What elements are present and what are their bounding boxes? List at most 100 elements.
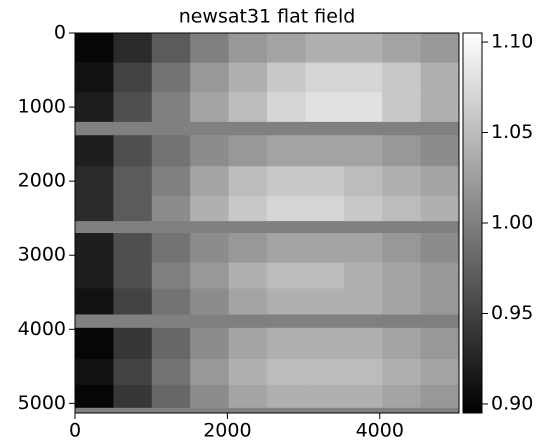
pixel <box>420 121 460 136</box>
y-tick-label: 3000 <box>18 244 66 266</box>
y-tick-label: 2000 <box>18 170 66 192</box>
pixel <box>151 33 191 64</box>
pixel <box>420 166 460 197</box>
plot-frame <box>74 32 460 414</box>
pixel <box>151 233 191 264</box>
pixel <box>190 221 230 234</box>
pixel <box>228 221 268 234</box>
pixel <box>267 262 306 290</box>
pixel <box>75 62 114 93</box>
pixel <box>151 327 191 360</box>
pixel <box>190 195 230 222</box>
pixel <box>305 221 345 234</box>
pixel <box>343 121 383 136</box>
pixel <box>75 135 114 167</box>
pixel <box>113 407 153 414</box>
pixel <box>75 166 114 197</box>
pixel <box>420 92 460 123</box>
pixel <box>267 314 306 329</box>
pixel <box>190 358 230 386</box>
pixel <box>420 314 460 329</box>
pixel <box>151 92 191 123</box>
y-tick-label: 5000 <box>18 392 66 414</box>
x-tick-label: 4000 <box>356 420 404 440</box>
pixel <box>190 407 230 414</box>
pixel <box>305 314 345 329</box>
pixel <box>228 384 268 409</box>
pixel <box>420 62 460 93</box>
pixel <box>228 314 268 329</box>
pixel <box>113 33 153 64</box>
pixel <box>113 384 153 409</box>
pixel <box>190 135 230 167</box>
pixel <box>267 221 306 234</box>
pixel <box>151 262 191 290</box>
pixel <box>228 195 268 222</box>
pixel <box>113 135 153 167</box>
pixel <box>113 327 153 360</box>
colorbar-tick-label: 0.90 <box>491 392 533 414</box>
pixel <box>267 62 306 93</box>
pixel <box>75 33 114 64</box>
pixel <box>190 33 230 64</box>
pixel <box>190 62 230 93</box>
pixel <box>343 62 383 93</box>
pixel <box>305 33 345 64</box>
pixel <box>382 135 422 167</box>
x-tick-label: 2000 <box>203 420 251 440</box>
pixel <box>151 121 191 136</box>
colorbar-tick-label: 1.00 <box>491 212 533 234</box>
pixel <box>228 327 268 360</box>
pixel <box>228 407 268 414</box>
pixel <box>75 195 114 222</box>
x-tick-label: 0 <box>69 420 81 440</box>
pixel <box>228 121 268 136</box>
colorbar-tick-label: 1.10 <box>491 31 533 53</box>
pixel <box>151 195 191 222</box>
pixel <box>420 195 460 222</box>
pixel <box>113 92 153 123</box>
pixel <box>305 384 345 409</box>
pixel <box>382 288 422 315</box>
pixel <box>343 327 383 360</box>
pixel <box>382 233 422 264</box>
pixel <box>267 92 306 123</box>
pixel <box>305 327 345 360</box>
pixel <box>75 221 114 234</box>
pixel <box>113 288 153 315</box>
pixel <box>228 358 268 386</box>
pixel <box>343 195 383 222</box>
pixel <box>267 195 306 222</box>
pixel <box>382 407 422 414</box>
pixel <box>343 384 383 409</box>
pixel <box>420 33 460 64</box>
pixel <box>382 195 422 222</box>
pixel <box>151 135 191 167</box>
pixel <box>75 288 114 315</box>
pixel <box>113 121 153 136</box>
pixel <box>151 288 191 315</box>
pixel <box>305 195 345 222</box>
pixel <box>267 288 306 315</box>
chart-title: newsat31 flat field <box>179 6 356 28</box>
pixel <box>75 327 114 360</box>
pixel <box>305 135 345 167</box>
pixel <box>382 121 422 136</box>
pixel <box>190 166 230 197</box>
pixel <box>305 62 345 93</box>
y-tick-label: 1000 <box>18 96 66 118</box>
pixel <box>113 166 153 197</box>
pixel <box>151 221 191 234</box>
pixel <box>190 233 230 264</box>
pixel <box>343 221 383 234</box>
colorbar <box>462 32 483 414</box>
pixel <box>113 233 153 264</box>
pixel <box>190 314 230 329</box>
pixel <box>151 314 191 329</box>
pixel <box>267 121 306 136</box>
pixel <box>420 358 460 386</box>
pixel <box>75 358 114 386</box>
pixel <box>267 233 306 264</box>
pixel <box>190 92 230 123</box>
pixel <box>228 262 268 290</box>
